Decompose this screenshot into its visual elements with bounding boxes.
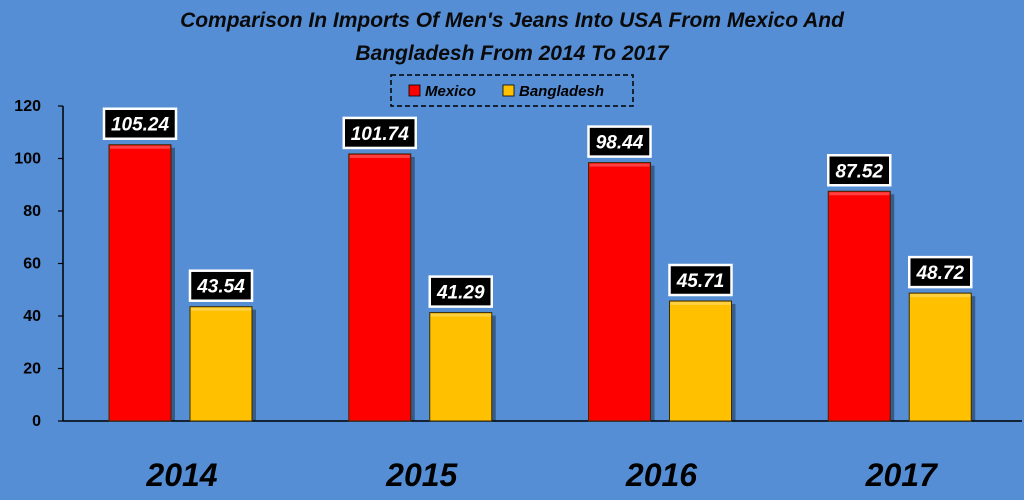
x-tick-label-2016: 2016: [625, 457, 697, 493]
data-label-box-mexico-2016: [587, 125, 652, 158]
data-label-mexico-2015: 101.74: [351, 124, 410, 145]
data-label-bangladesh-2017: 48.72: [915, 263, 964, 284]
data-labels: 105.24 43.54 101.74 41.29 98.44 45.71 87.52 48.…: [102, 107, 973, 308]
bar-bangladesh-2016: [669, 300, 732, 422]
x-tick-label-2015: 2015: [385, 457, 458, 493]
bar-highlight-mexico: [829, 192, 890, 196]
y-axis-ticks: 0 20 40 60 80 100 120: [14, 98, 63, 430]
y-tick-label: 0: [32, 413, 41, 430]
chart-title-line-1: Comparison In Imports Of Men's Jeans Int…: [180, 9, 845, 32]
bars: [108, 144, 976, 422]
data-label-mexico-2017: 87.52: [835, 161, 883, 182]
y-tick-label: 100: [14, 151, 41, 168]
data-label-box-mexico-2014: [102, 107, 178, 140]
bar-bangladesh-2017: [908, 292, 972, 422]
bar-bangladesh-2014: [189, 306, 253, 422]
data-label-mexico-2016: 98.44: [596, 133, 644, 154]
bar-highlight-bangladesh: [910, 294, 971, 298]
data-label-bangladesh-2015: 41.29: [436, 283, 485, 304]
bar-mexico-2017: [827, 190, 891, 422]
x-tick-label-2014: 2014: [145, 457, 217, 493]
data-label-bangladesh-2014: 43.54: [196, 277, 245, 298]
bar-highlight-bangladesh: [430, 313, 491, 317]
legend-label-mexico: Mexico: [425, 83, 476, 100]
bar-mexico-2016: [588, 162, 651, 422]
bar-highlight-mexico: [589, 163, 650, 167]
y-tick-label: 60: [23, 256, 41, 273]
y-tick-label: 20: [23, 361, 41, 378]
legend: Mexico Bangladesh: [390, 74, 634, 107]
chart-title-line-2: Bangladesh From 2014 To 2017: [355, 42, 669, 65]
data-label-box-mexico-2017: [827, 154, 892, 187]
legend-border: [390, 74, 634, 107]
x-axis-labels: 2014 2015 2016 2017: [145, 457, 939, 493]
bar-bangladesh-2015: [429, 312, 493, 422]
legend-label-bangladesh: Bangladesh: [519, 83, 604, 100]
bar-highlight-bangladesh: [191, 307, 251, 311]
y-tick-label: 40: [23, 308, 41, 325]
bar-highlight-mexico: [349, 154, 410, 158]
data-label-bangladesh-2016: 45.71: [676, 271, 725, 292]
legend-swatch-mexico: [408, 84, 421, 97]
data-label-mexico-2014: 105.24: [111, 115, 170, 136]
data-label-box-bangladesh-2014: [188, 269, 254, 302]
y-tick-label: 120: [14, 98, 41, 115]
bar-mexico-2015: [348, 153, 412, 422]
data-label-box-bangladesh-2017: [908, 255, 973, 289]
legend-swatch-bangladesh: [502, 84, 515, 97]
data-label-box-bangladesh-2016: [668, 263, 733, 297]
bar-mexico-2014: [108, 144, 172, 422]
bar-highlight-bangladesh: [670, 302, 731, 306]
x-tick-label-2017: 2017: [865, 457, 939, 493]
y-tick-label: 80: [23, 203, 41, 220]
data-label-box-mexico-2015: [342, 116, 417, 150]
bar-highlight-mexico: [110, 145, 170, 149]
data-label-box-bangladesh-2015: [428, 275, 493, 308]
